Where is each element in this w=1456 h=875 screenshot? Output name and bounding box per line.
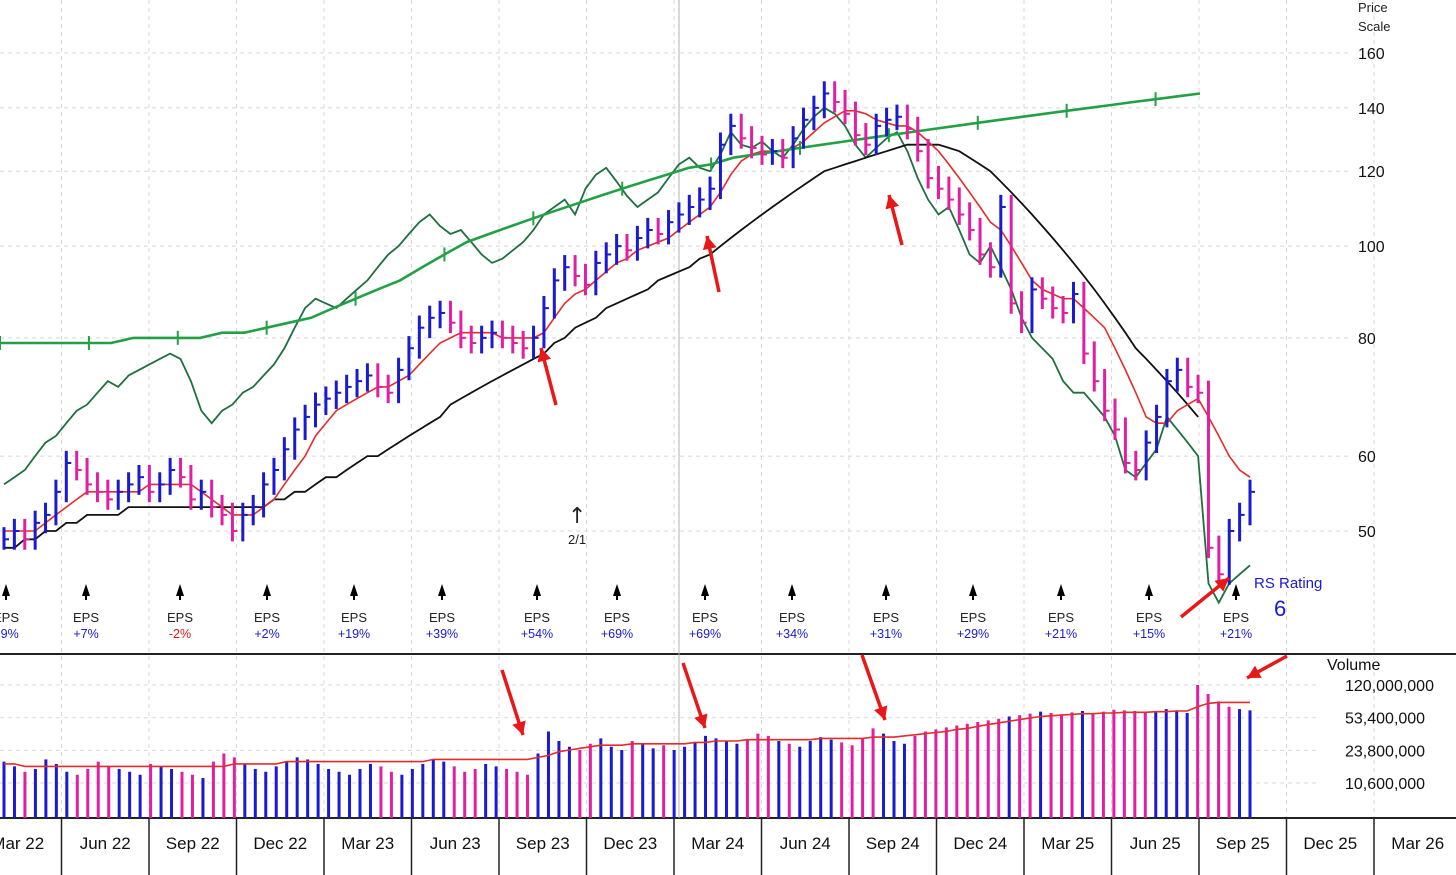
red-arrowhead-icon xyxy=(537,348,552,363)
eps-label: EPS xyxy=(779,610,805,625)
eps-label: EPS xyxy=(1136,610,1162,625)
eps-value: +19% xyxy=(338,627,370,641)
eps-label: EPS xyxy=(429,610,455,625)
grid xyxy=(0,0,1375,818)
month-label: Dec 23 xyxy=(603,834,657,853)
month-label: Mar 24 xyxy=(691,834,744,853)
rs-rating-value: 6 xyxy=(1274,596,1286,621)
eps-label: EPS xyxy=(692,610,718,625)
split-label: 2/1 xyxy=(568,532,586,547)
price-tick-label: 140 xyxy=(1358,101,1385,118)
eps-value: +21% xyxy=(1220,627,1252,641)
price-layer xyxy=(0,81,1255,605)
volume-axis-title: Volume xyxy=(1327,657,1380,674)
eps-value: -2% xyxy=(169,627,191,641)
price-scale-title: Price xyxy=(1358,0,1388,15)
price-scale-title-2: Scale xyxy=(1358,19,1391,34)
volume-tick-label: 120,000,000 xyxy=(1345,678,1434,695)
rs-ma-line xyxy=(0,92,1201,345)
volume-layer xyxy=(2,685,1252,818)
eps-value: +29% xyxy=(957,627,989,641)
rs-line xyxy=(3,106,1251,605)
eps-value: +15% xyxy=(1133,627,1165,641)
month-label: Sep 25 xyxy=(1216,834,1270,853)
month-label: Dec 24 xyxy=(953,834,1007,853)
eps-label: EPS xyxy=(254,610,280,625)
eps-label: EPS xyxy=(73,610,99,625)
price-tick-label: 80 xyxy=(1358,331,1376,348)
month-label: Jun 23 xyxy=(430,834,481,853)
eps-value: +9% xyxy=(0,627,19,641)
split-marker: ↑ 2/1 xyxy=(568,504,586,547)
price-tick-label: 60 xyxy=(1358,449,1376,466)
month-label: Mar 22 xyxy=(0,834,44,853)
eps-label: EPS xyxy=(604,610,630,625)
eps-label: EPS xyxy=(0,610,19,625)
price-tick-label: 100 xyxy=(1358,239,1385,256)
red-arrowhead-icon xyxy=(1214,578,1229,592)
price-tick-label: 50 xyxy=(1358,524,1376,541)
eps-layer: EPS +9% EPS +7% EPS -2% EPS +2% EPS +19% EPS +39% EP… xyxy=(0,584,1252,641)
red-arrowhead-icon xyxy=(1247,665,1262,678)
volume-tick-label: 53,400,000 xyxy=(1345,711,1425,728)
red-arrowhead-icon xyxy=(512,720,526,735)
month-label: Mar 23 xyxy=(341,834,394,853)
eps-label: EPS xyxy=(524,610,550,625)
eps-label: EPS xyxy=(873,610,899,625)
eps-value: +39% xyxy=(426,627,458,641)
annotation-arrows xyxy=(500,194,1288,736)
month-label: Mar 25 xyxy=(1041,834,1094,853)
eps-value: +31% xyxy=(870,627,902,641)
split-arrow-icon: ↑ xyxy=(568,504,586,529)
month-label: Sep 22 xyxy=(166,834,220,853)
rs-rating-label: RS Rating xyxy=(1254,575,1322,592)
month-label: Sep 24 xyxy=(866,834,920,853)
red-arrowhead-icon xyxy=(874,705,888,720)
month-label: Dec 25 xyxy=(1303,834,1357,853)
month-label: Jun 22 xyxy=(80,834,131,853)
eps-value: +7% xyxy=(73,627,98,641)
month-label: Dec 22 xyxy=(253,834,307,853)
volume-ma-line xyxy=(4,701,1250,768)
red-arrowhead-icon xyxy=(885,195,900,210)
ma40-line xyxy=(4,143,1199,549)
eps-value: +69% xyxy=(689,627,721,641)
price-tick-label: 120 xyxy=(1358,164,1385,181)
eps-label: EPS xyxy=(1048,610,1074,625)
eps-label: EPS xyxy=(167,610,193,625)
eps-value: +69% xyxy=(601,627,633,641)
volume-tick-label: 23,800,000 xyxy=(1345,743,1425,760)
volume-tick-label: 10,600,000 xyxy=(1345,776,1425,793)
eps-value: +54% xyxy=(521,627,553,641)
eps-value: +34% xyxy=(776,627,808,641)
month-label: Mar 26 xyxy=(1391,834,1444,853)
eps-label: EPS xyxy=(1223,610,1249,625)
eps-value: +2% xyxy=(254,627,279,641)
month-label: Jun 24 xyxy=(780,834,831,853)
red-arrowhead-icon xyxy=(694,713,708,728)
red-arrowhead-icon xyxy=(702,236,717,251)
price-tick-label: 160 xyxy=(1358,46,1385,63)
axis-layer: 160 140 120 100 80 60 50 Mar 22 Jun 22 Sep 22 Dec … xyxy=(0,46,1444,875)
eps-value: +21% xyxy=(1045,627,1077,641)
month-label: Jun 25 xyxy=(1130,834,1181,853)
month-label: Sep 23 xyxy=(516,834,570,853)
eps-label: EPS xyxy=(341,610,367,625)
eps-label: EPS xyxy=(960,610,986,625)
